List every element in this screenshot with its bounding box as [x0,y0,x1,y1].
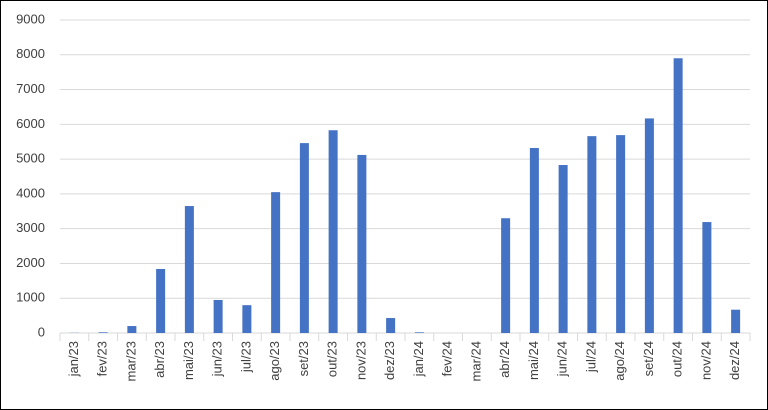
bar [328,130,338,333]
bar [731,309,741,333]
x-tick-label: mai/23 [181,341,196,380]
bar [156,269,166,333]
bar [673,58,683,333]
bar [184,206,194,333]
x-tick-label: jun/23 [210,341,225,377]
y-tick-label: 2000 [16,255,45,270]
bar [414,332,424,333]
y-tick-label: 4000 [16,185,45,200]
bar [587,136,597,333]
x-tick-label: set/24 [641,341,656,376]
bar [242,305,252,333]
bar [299,143,309,333]
bar [386,318,396,333]
x-tick-label: mar/23 [123,341,138,381]
x-tick-label: mar/24 [468,341,483,381]
x-tick-label: jul/24 [583,341,598,373]
x-tick-label: jun/24 [555,341,570,377]
x-tick-label: dez/24 [727,341,742,380]
bar [98,332,108,333]
y-tick-label: 9000 [16,11,45,26]
y-tick-label: 0 [38,324,45,339]
x-tick-label: set/23 [296,341,311,376]
bar [558,165,568,333]
y-tick-label: 5000 [16,151,45,166]
x-tick-label: fev/24 [440,341,455,376]
y-tick-label: 3000 [16,220,45,235]
bar [127,326,137,333]
bar [213,299,223,333]
bar [644,118,654,333]
y-tick-label: 1000 [16,290,45,305]
x-tick-label: out/23 [325,341,340,377]
y-tick-label: 8000 [16,46,45,61]
x-tick-label: mai/24 [526,341,541,380]
x-tick-label: abr/24 [497,341,512,378]
bar [616,135,626,333]
bar [501,218,511,333]
bar [702,222,712,333]
x-tick-label: dez/23 [382,341,397,380]
x-tick-label: jan/24 [411,341,426,377]
x-tick-label: ago/24 [612,341,627,381]
x-tick-label: ago/23 [267,341,282,381]
x-tick-label: nov/23 [353,341,368,380]
x-tick-label: out/24 [670,341,685,377]
y-tick-label: 6000 [16,116,45,131]
bar [357,154,367,333]
x-tick-label: fev/23 [95,341,110,376]
x-tick-label: nov/24 [698,341,713,380]
x-tick-label: jul/23 [238,341,253,373]
x-tick-label: abr/23 [152,341,167,378]
x-tick-label: jan/23 [66,341,81,377]
y-tick-label: 7000 [16,81,45,96]
bar [271,192,281,333]
bar [529,147,539,333]
